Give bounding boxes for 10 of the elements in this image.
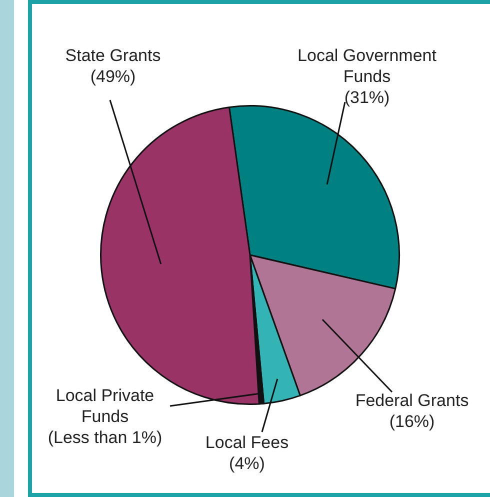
data-label: (31%) <box>344 88 390 108</box>
slice-label: Local Fees <box>205 433 289 452</box>
data-label: (Less than 1%) <box>48 428 162 448</box>
data-label: (4%) <box>229 454 265 474</box>
data-label: (16%) <box>389 412 435 432</box>
slice-label: Local Government Funds <box>298 46 437 86</box>
slice-label: State Grants <box>65 46 161 66</box>
data-label: (49%) <box>90 67 136 86</box>
slice-label: Federal Grants <box>355 391 469 410</box>
slice-label: Local Private Funds <box>56 386 154 426</box>
